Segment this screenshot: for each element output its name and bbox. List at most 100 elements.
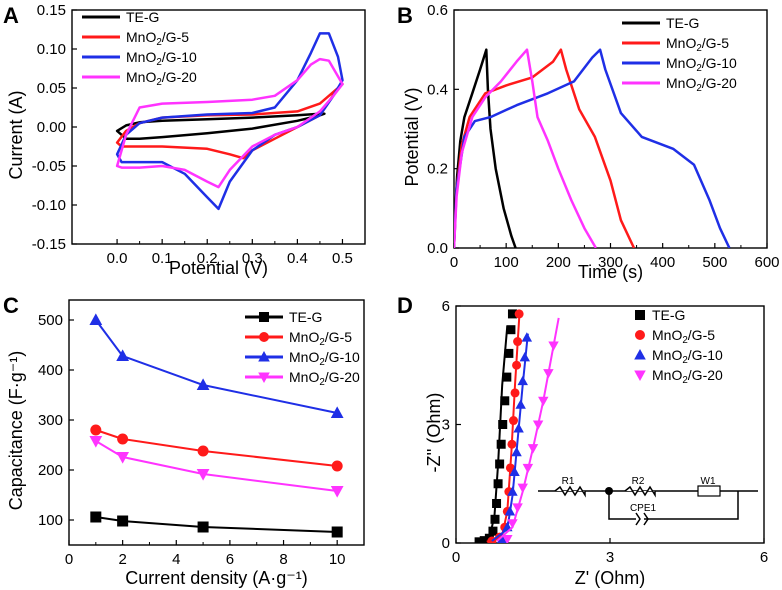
circuit-branch-right <box>644 491 739 520</box>
legend-marker-mno2-g-20 <box>258 372 270 383</box>
data-point-mno2-g-10 <box>515 399 526 409</box>
data-point-te-g <box>495 459 505 469</box>
legend-label-te-g: TE-G <box>126 9 159 25</box>
equivalent-circuit-inset: R1 R2 W1 CPE1 <box>538 476 758 526</box>
data-point-te-g <box>117 515 129 527</box>
series-line-mno2-g-20 <box>95 440 338 492</box>
data-point-te-g <box>490 514 500 524</box>
legend-label-mno2-g-10: MnO2/G-10 <box>652 347 723 366</box>
x-tick-label-c: 8 <box>279 551 287 568</box>
x-axis-label-c: Current density (A·g⁻¹) <box>125 568 308 588</box>
y-axis-label-b: Potential (V) <box>402 87 422 186</box>
x-axis-label-b: Time (s) <box>578 262 643 282</box>
legend-label-mno2-g-10: MnO2/G-10 <box>126 49 197 68</box>
series-line-te-g <box>95 516 338 533</box>
data-point-mno2-g-10 <box>521 332 533 342</box>
data-point-mno2-g-20 <box>502 535 513 543</box>
data-point-mno2-g-20 <box>543 369 554 379</box>
data-point-te-g <box>331 526 343 538</box>
legend-label-mno2-g-20: MnO2/G-20 <box>652 367 723 386</box>
x-tick-label-c: 4 <box>172 551 180 568</box>
panel-letter-b: B <box>397 3 413 28</box>
data-point-mno2-g-20 <box>517 483 528 494</box>
data-point-mno2-g-5 <box>508 416 518 426</box>
x-tick-label-b: 400 <box>650 254 675 271</box>
y-tick-label-b: 0.6 <box>427 2 448 19</box>
x-tick-label-b: 0 <box>450 254 458 271</box>
series-line-mno2-g-5 <box>95 429 338 467</box>
y-tick-label-c: 200 <box>38 462 63 479</box>
y-axis-label-a: Current (A) <box>6 90 26 179</box>
x-tick-label-a: 0.0 <box>107 250 128 267</box>
series-fit-line-te-g <box>476 325 509 543</box>
data-point-te-g <box>506 325 516 335</box>
legend-label-mno2-g-5: MnO2/G-5 <box>666 35 729 54</box>
resistor-r1 <box>554 485 586 498</box>
y-tick-label-a: -0.15 <box>32 236 66 253</box>
plot-area-c <box>89 313 344 538</box>
series-line-te-g <box>115 112 326 140</box>
legend-label-te-g: TE-G <box>289 309 322 325</box>
x-tick-label-a: 0.4 <box>287 250 308 267</box>
panel-letter-a: A <box>3 3 19 28</box>
legend-label-mno2-g-5: MnO2/G-5 <box>652 327 715 346</box>
data-point-mno2-g-5 <box>507 439 517 449</box>
x-tick-label-a: 0.3 <box>242 250 263 267</box>
x-tick-label-b: 100 <box>494 254 519 271</box>
chart-panel-a: 0.0 0.1 0.2 0.3 0.4 0.5 -0.15 -0.10 -0.05 0.00 0.0… <box>6 2 366 278</box>
x-tick-label-a: 0.5 <box>332 250 353 267</box>
data-point-mno2-g-10 <box>519 351 531 362</box>
data-point-mno2-g-5 <box>90 424 102 436</box>
data-point-te-g <box>504 348 514 358</box>
data-point-mno2-g-20 <box>196 469 210 481</box>
data-point-mno2-g-20 <box>507 519 518 529</box>
series-line-mno2-g-20 <box>115 57 344 189</box>
data-point-te-g <box>496 439 506 449</box>
series-line-mno2-g-10 <box>454 48 731 248</box>
x-tick-label-b: 200 <box>546 254 571 271</box>
x-tick-label-d: 0 <box>452 549 460 566</box>
chart-panel-c: 0 2 4 6 8 10 100 200 300 400 500 Current density (A… <box>6 299 365 588</box>
data-point-te-g <box>197 521 209 533</box>
data-point-te-g <box>500 396 510 406</box>
x-tick-label-c: 10 <box>329 551 346 568</box>
circuit-label-cpe1: CPE1 <box>630 503 657 514</box>
data-point-mno2-g-20 <box>330 486 344 498</box>
data-point-te-g <box>474 537 484 543</box>
x-tick-label-c: 0 <box>65 551 73 568</box>
data-point-mno2-g-20 <box>532 420 544 430</box>
legend-marker-mno2-g-5 <box>259 332 269 342</box>
data-point-mno2-g-20 <box>548 341 559 351</box>
legend-label-te-g: TE-G <box>666 15 699 31</box>
legend-marker-te-g <box>259 312 269 322</box>
data-point-mno2-g-5 <box>510 388 520 398</box>
x-tick-label-d: 3 <box>606 549 614 566</box>
legend-label-mno2-g-20: MnO2/G-20 <box>126 69 197 88</box>
legend-marker-mno2-g-10 <box>258 351 270 362</box>
cpe-symbol <box>643 512 649 526</box>
data-point-te-g <box>498 420 508 429</box>
data-point-mno2-g-20 <box>512 503 523 513</box>
data-point-te-g <box>488 526 498 536</box>
data-point-mno2-g-10 <box>196 378 210 390</box>
legend-label-mno2-g-20: MnO2/G-20 <box>666 75 737 94</box>
x-tick-label-a: 0.2 <box>197 250 218 267</box>
y-tick-label-b: 0.4 <box>427 81 448 98</box>
data-point-mno2-g-10 <box>116 349 130 361</box>
y-tick-label-a: 0.05 <box>37 80 66 97</box>
series-line-mno2-g-10 <box>94 319 338 414</box>
y-tick-label-a: 0.10 <box>37 41 66 58</box>
y-tick-label-c: 300 <box>38 412 63 429</box>
data-point-mno2-g-5 <box>513 337 523 347</box>
y-tick-label-a: 0.15 <box>37 2 66 19</box>
legend-label-mno2-g-20: MnO2/G-20 <box>289 369 360 388</box>
x-axis-label-a: Potential (V) <box>169 258 268 278</box>
chart-panel-b: 0 100 200 300 400 500 600 0.0 0.2 0.4 0.6 Time (s) P… <box>402 2 780 282</box>
warburg-w1 <box>697 485 721 497</box>
y-tick-label-b: 0.2 <box>427 161 448 178</box>
data-point-te-g <box>479 536 489 543</box>
y-axis-label-c: Capacitance (F·g⁻¹) <box>6 351 26 511</box>
data-point-mno2-g-5 <box>197 445 209 457</box>
data-point-te-g <box>507 309 517 319</box>
